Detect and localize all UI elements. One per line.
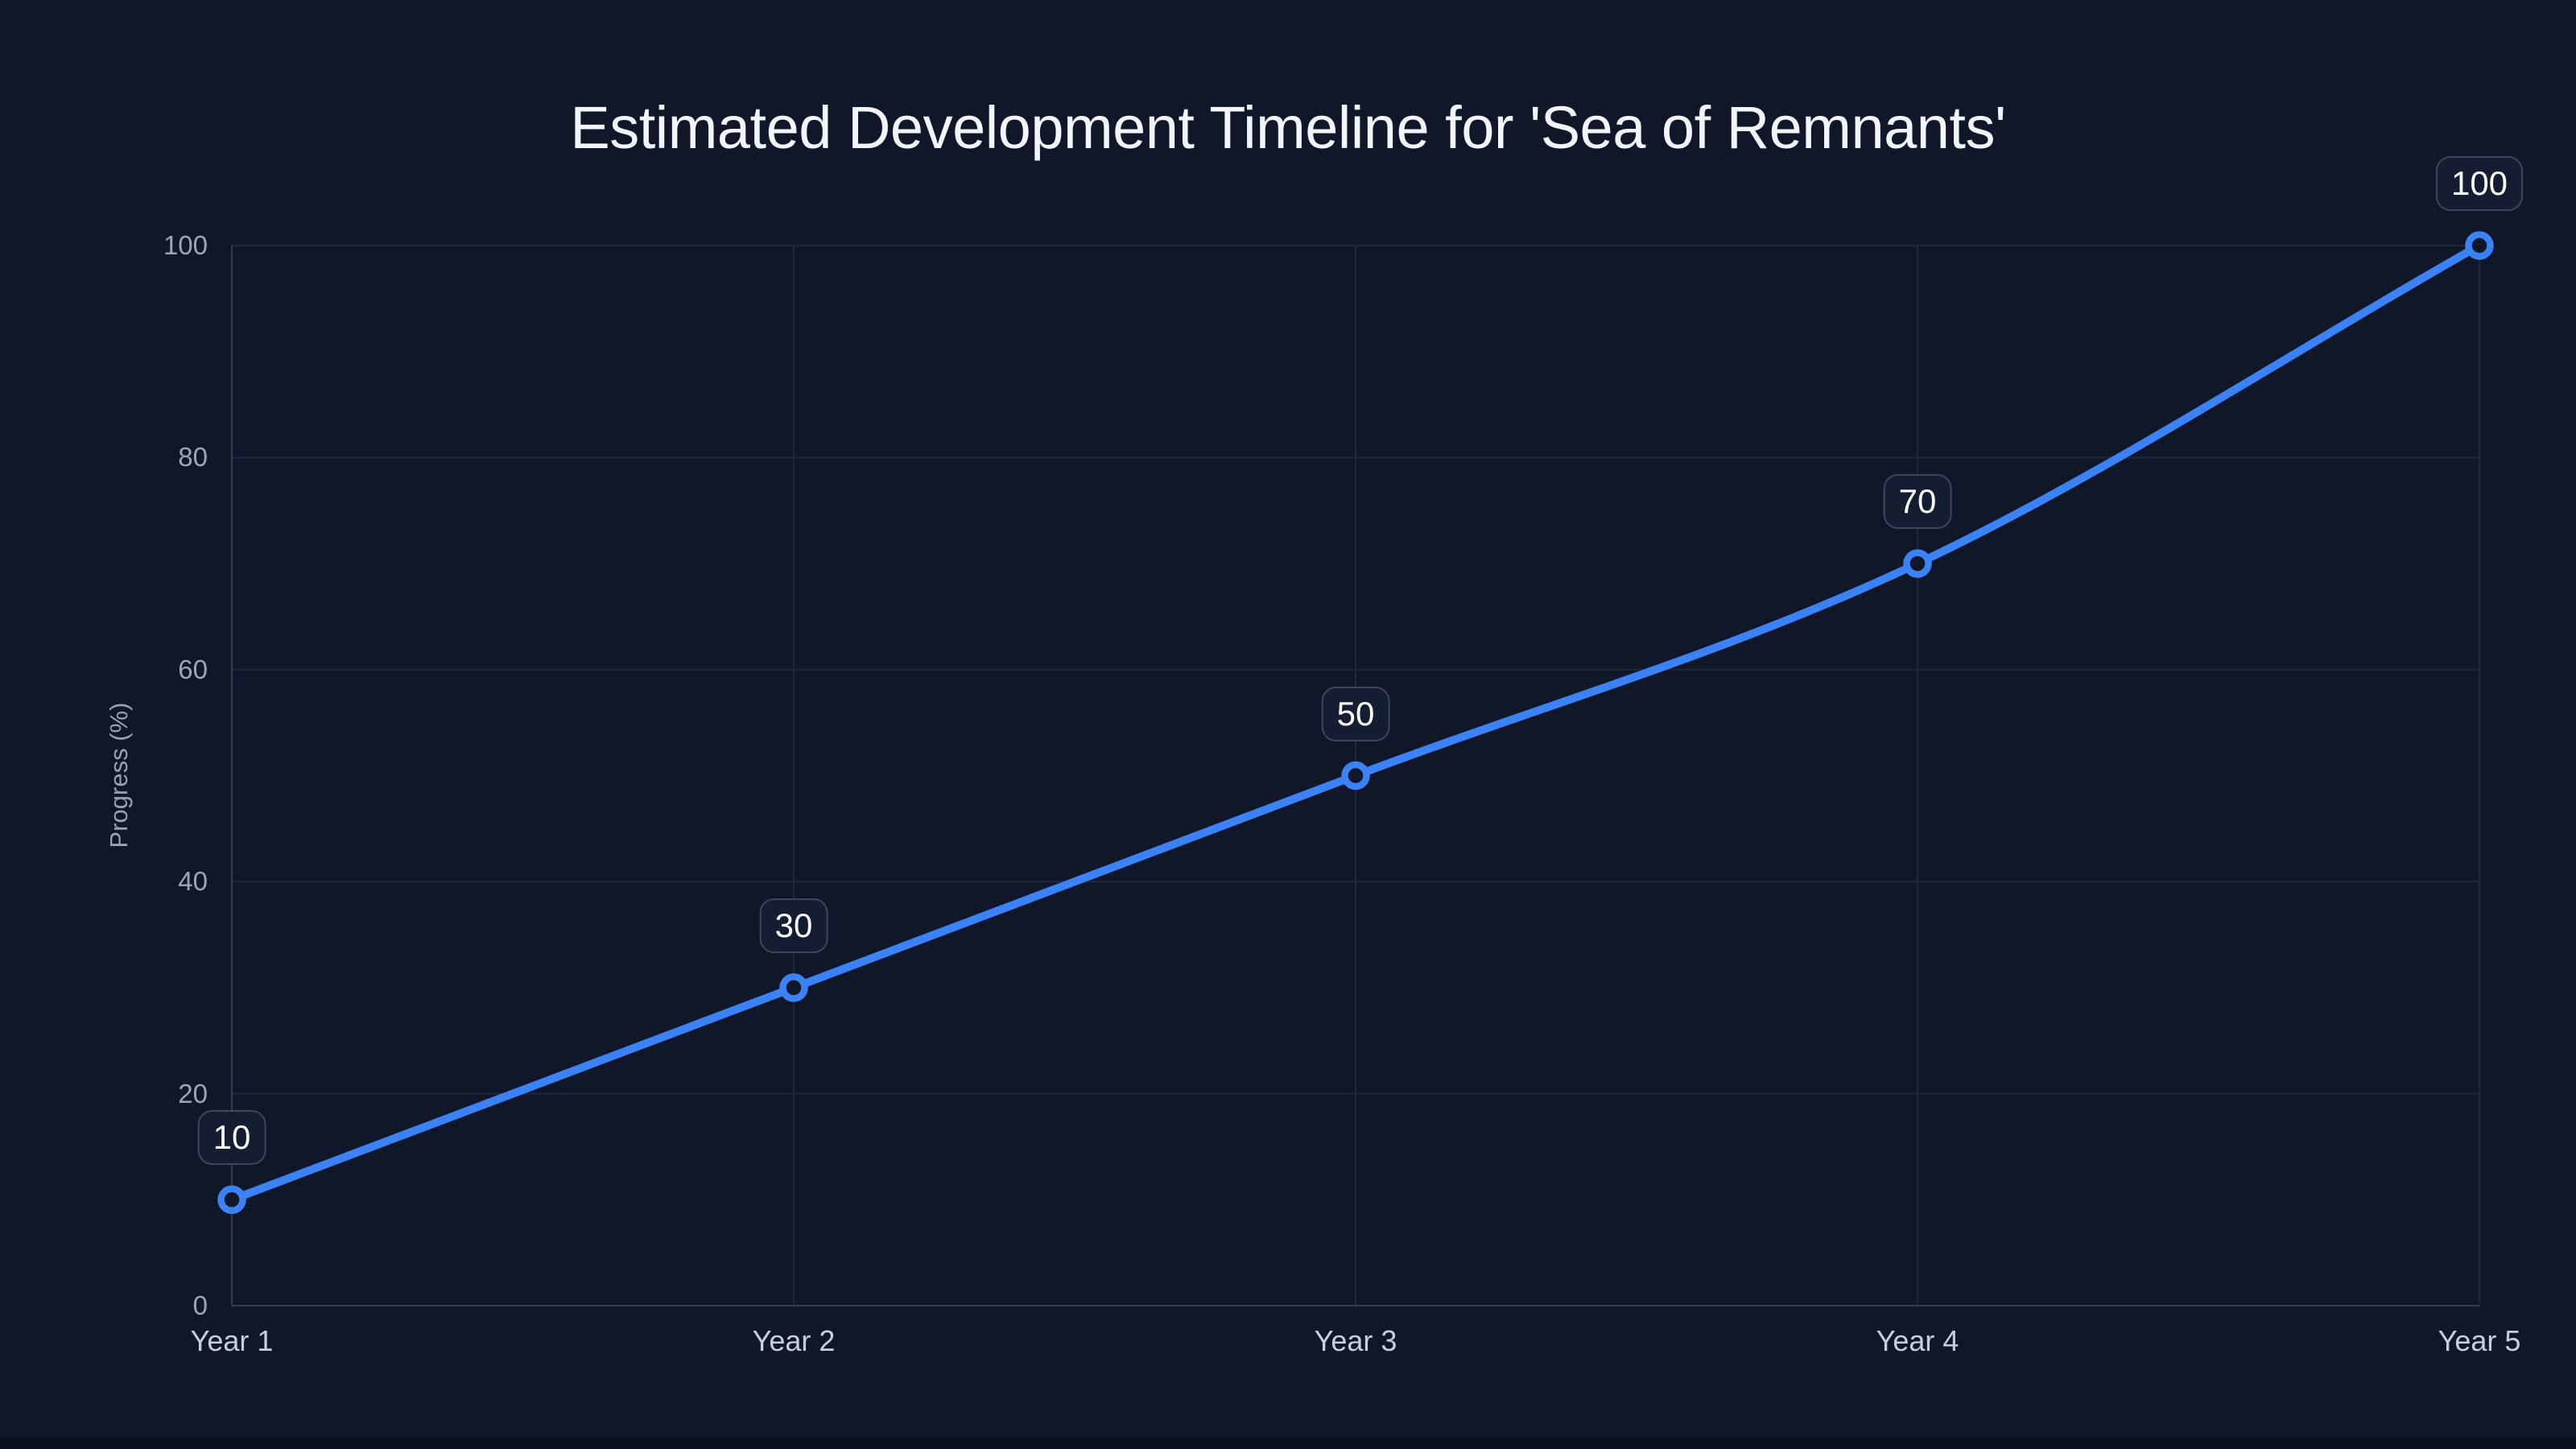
data-point-marker[interactable] <box>779 973 808 1002</box>
point-value-label: 70 <box>1883 474 1952 530</box>
point-value-label: 10 <box>197 1110 266 1166</box>
point-value-label: 100 <box>2435 156 2524 211</box>
x-tick-label: Year 2 <box>752 1324 836 1357</box>
x-tick-label: Year 3 <box>1314 1324 1397 1357</box>
y-tick-label: 20 <box>178 1078 208 1108</box>
x-tick-label: Year 4 <box>1876 1324 1959 1357</box>
y-tick-label: 40 <box>178 866 208 897</box>
x-tick-label: Year 1 <box>190 1324 274 1357</box>
data-point-marker[interactable] <box>217 1185 246 1215</box>
x-tick-label: Year 5 <box>2438 1324 2521 1357</box>
y-axis-title: Progress (%) <box>105 702 133 848</box>
y-tick-label: 0 <box>192 1290 208 1320</box>
point-value-label: 30 <box>759 898 828 953</box>
data-point-marker[interactable] <box>2465 231 2494 260</box>
bottom-edge-strip <box>0 1438 2576 1449</box>
y-tick-label: 100 <box>163 230 208 260</box>
data-point-marker[interactable] <box>1341 761 1370 791</box>
point-value-label: 50 <box>1321 686 1390 741</box>
y-tick-label: 60 <box>178 654 208 684</box>
data-point-marker[interactable] <box>1903 549 1932 578</box>
y-tick-label: 80 <box>178 442 208 473</box>
chart-title: Estimated Development Timeline for 'Sea … <box>570 94 2006 161</box>
